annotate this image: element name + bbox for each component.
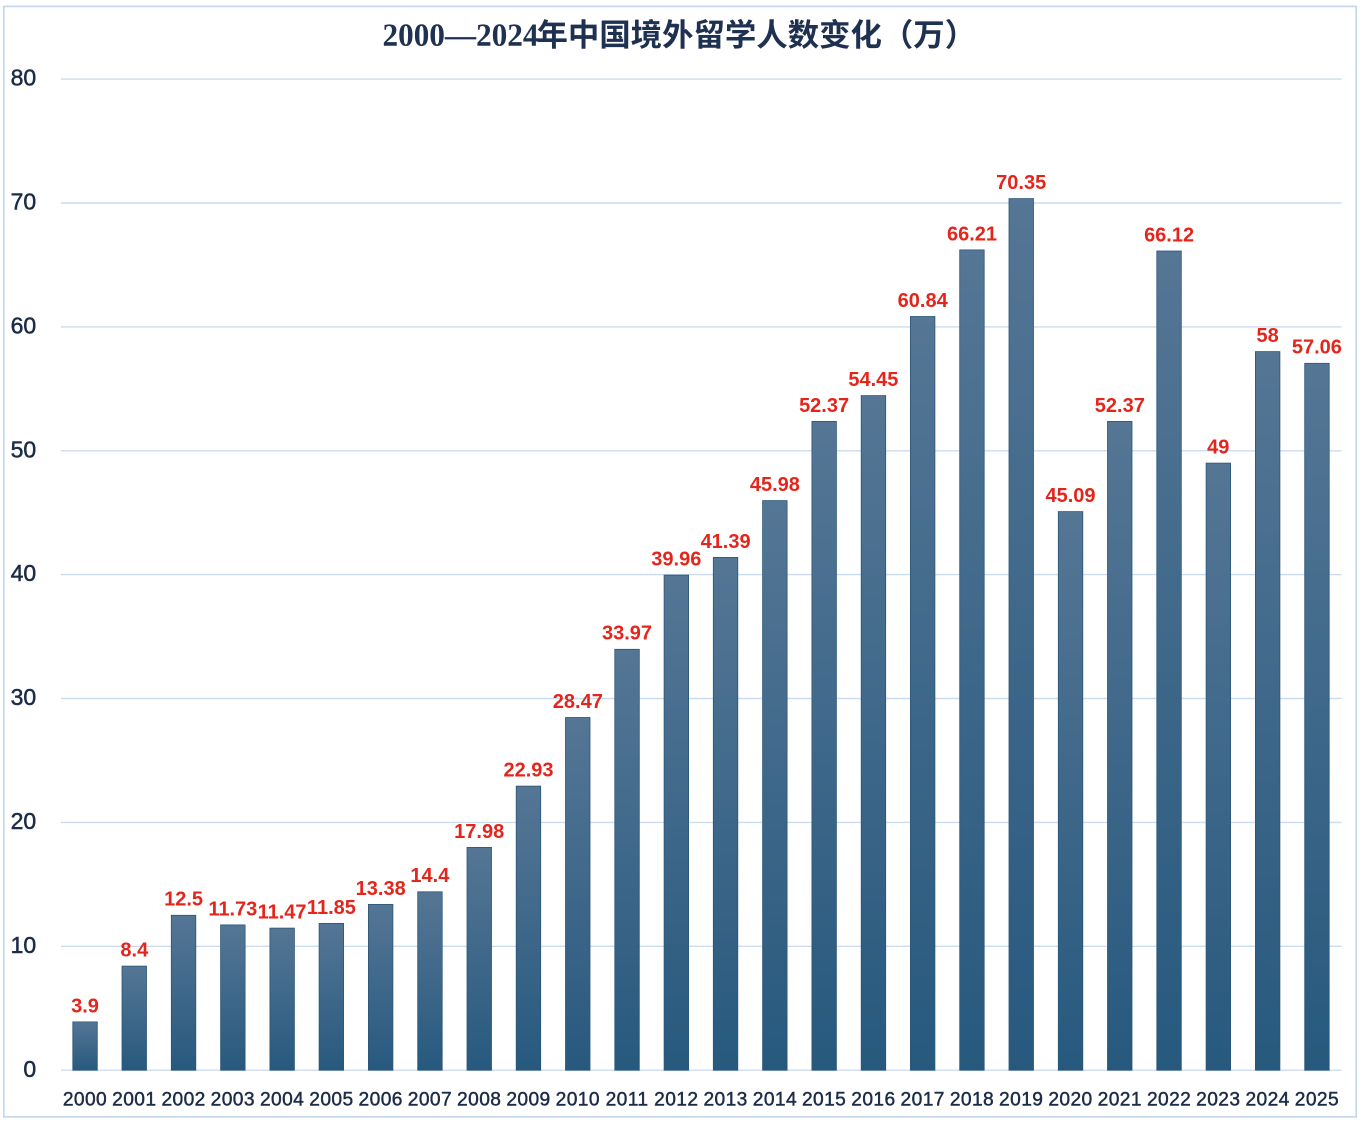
svg-text:22.93: 22.93 — [503, 760, 553, 782]
svg-text:66.12: 66.12 — [1144, 224, 1194, 246]
svg-text:49: 49 — [1207, 437, 1229, 459]
svg-text:3.9: 3.9 — [71, 995, 99, 1017]
svg-text:11.73: 11.73 — [208, 898, 257, 920]
svg-text:8.4: 8.4 — [120, 940, 149, 962]
svg-text:52.37: 52.37 — [799, 395, 849, 417]
svg-text:58: 58 — [1256, 325, 1278, 347]
svg-text:2007: 2007 — [408, 1089, 452, 1110]
svg-text:2010: 2010 — [556, 1089, 600, 1110]
svg-text:2003: 2003 — [211, 1089, 255, 1110]
svg-text:33.97: 33.97 — [602, 623, 652, 645]
svg-text:2000: 2000 — [63, 1089, 107, 1110]
svg-text:52.37: 52.37 — [1095, 395, 1145, 417]
svg-text:2012: 2012 — [654, 1089, 698, 1110]
svg-text:70: 70 — [11, 189, 37, 215]
svg-text:11.85: 11.85 — [307, 897, 356, 919]
svg-text:2021: 2021 — [1098, 1089, 1142, 1110]
svg-text:40: 40 — [11, 560, 37, 586]
svg-text:10: 10 — [11, 932, 37, 958]
svg-text:45.09: 45.09 — [1045, 485, 1095, 507]
svg-text:2023: 2023 — [1196, 1089, 1240, 1110]
svg-text:2014: 2014 — [753, 1089, 797, 1110]
svg-text:2001: 2001 — [112, 1089, 156, 1110]
svg-text:20: 20 — [11, 808, 37, 834]
svg-text:17.98: 17.98 — [454, 821, 504, 843]
svg-text:2018: 2018 — [950, 1089, 994, 1110]
svg-text:54.45: 54.45 — [848, 369, 898, 391]
svg-text:57.06: 57.06 — [1292, 337, 1342, 359]
svg-text:2002: 2002 — [161, 1089, 205, 1110]
svg-text:2008: 2008 — [457, 1089, 501, 1110]
svg-text:12.5: 12.5 — [164, 889, 203, 911]
svg-text:2013: 2013 — [703, 1089, 747, 1110]
svg-text:28.47: 28.47 — [553, 691, 603, 713]
svg-text:41.39: 41.39 — [701, 531, 751, 553]
svg-text:2015: 2015 — [802, 1089, 846, 1110]
svg-text:2005: 2005 — [309, 1089, 353, 1110]
svg-text:0: 0 — [23, 1056, 36, 1082]
svg-text:11.47: 11.47 — [258, 902, 307, 924]
svg-text:2006: 2006 — [359, 1089, 403, 1110]
svg-text:30: 30 — [11, 684, 37, 710]
svg-text:66.21: 66.21 — [947, 223, 997, 245]
svg-text:50: 50 — [11, 436, 37, 462]
svg-text:60.84: 60.84 — [898, 290, 949, 312]
svg-text:14.4: 14.4 — [410, 865, 450, 887]
svg-text:45.98: 45.98 — [750, 474, 800, 496]
svg-text:2009: 2009 — [506, 1089, 550, 1110]
svg-text:2022: 2022 — [1147, 1089, 1191, 1110]
svg-text:2025: 2025 — [1295, 1089, 1339, 1110]
svg-text:70.35: 70.35 — [996, 172, 1046, 194]
svg-text:2017: 2017 — [901, 1089, 945, 1110]
svg-text:80: 80 — [11, 65, 37, 91]
svg-text:2011: 2011 — [606, 1089, 649, 1110]
svg-text:60: 60 — [11, 313, 37, 339]
svg-text:2016: 2016 — [851, 1089, 895, 1110]
svg-text:2004: 2004 — [260, 1089, 304, 1110]
svg-text:2019: 2019 — [999, 1089, 1043, 1110]
svg-text:2020: 2020 — [1048, 1089, 1092, 1110]
svg-text:2024: 2024 — [1245, 1089, 1289, 1110]
svg-text:13.38: 13.38 — [356, 878, 406, 900]
svg-text:39.96: 39.96 — [651, 549, 701, 571]
